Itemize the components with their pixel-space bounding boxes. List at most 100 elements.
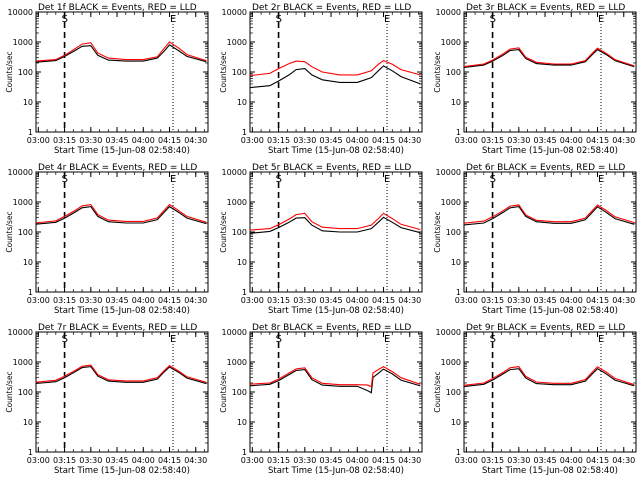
x-tick-label: 03:15 xyxy=(267,296,290,305)
y-tick-label: 10 xyxy=(237,258,247,267)
marker-label-E: E xyxy=(384,174,390,185)
y-tick-label: 10 xyxy=(451,98,461,107)
y-tick-label: 10000 xyxy=(8,168,33,177)
x-tick-label: 04:00 xyxy=(346,456,369,465)
series-lld-line xyxy=(36,203,207,224)
marker-label-E: E xyxy=(598,334,604,345)
y-tick-label: 1000 xyxy=(13,198,33,207)
y-axis-label: Counts/sec xyxy=(433,211,442,252)
y-axis-label: Counts/sec xyxy=(219,51,228,92)
x-tick-label: 03:45 xyxy=(106,296,129,305)
series-events-line xyxy=(464,48,635,69)
x-tick-label: 04:30 xyxy=(184,136,207,145)
x-tick-label: 04:00 xyxy=(560,456,583,465)
x-tick-label: 04:00 xyxy=(132,296,155,305)
chart-title: Det 2r BLACK = Events, RED = LLD xyxy=(252,3,411,13)
x-tick-label: 03:45 xyxy=(320,296,343,305)
x-tick-label: 04:30 xyxy=(612,136,635,145)
x-tick-label: 03:00 xyxy=(241,136,264,145)
plot-frame xyxy=(249,11,423,133)
y-tick-label: 100 xyxy=(18,228,33,237)
x-tick-label: 04:15 xyxy=(586,296,609,305)
series-lld-line xyxy=(464,204,635,224)
y-tick-label: 1000 xyxy=(13,38,33,47)
x-tick-label: 03:30 xyxy=(79,296,102,305)
series-events-line xyxy=(36,205,207,225)
plot-frame xyxy=(463,171,637,293)
marker-label-E: E xyxy=(170,174,176,185)
x-tick-label: 04:30 xyxy=(398,456,421,465)
x-tick-label: 03:15 xyxy=(267,136,290,145)
x-tick-label: 03:30 xyxy=(507,136,530,145)
chart-title: Det 3r BLACK = Events, RED = LLD xyxy=(466,3,625,13)
y-tick-label: 100 xyxy=(446,228,461,237)
x-tick-label: 03:00 xyxy=(27,296,50,305)
marker-label-E: E xyxy=(384,14,390,25)
x-tick-label: 04:00 xyxy=(346,136,369,145)
y-tick-label: 10 xyxy=(23,258,33,267)
x-tick-label: 04:30 xyxy=(184,296,207,305)
chart-title: Det 6r BLACK = Events, RED = LLD xyxy=(466,163,625,173)
y-tick-label: 100 xyxy=(446,388,461,397)
marker-label-S: S xyxy=(276,174,282,185)
x-tick-label: 04:30 xyxy=(612,296,635,305)
series-lld-line xyxy=(36,364,207,383)
y-tick-label: 1 xyxy=(456,288,461,297)
y-axis-label: Counts/sec xyxy=(433,51,442,92)
y-tick-label: 10000 xyxy=(222,168,247,177)
x-axis-label: Start Time (15-Jun-08 02:58:40) xyxy=(54,466,190,476)
marker-label-S: S xyxy=(490,174,496,185)
x-axis-label: Start Time (15-Jun-08 02:58:40) xyxy=(268,306,404,316)
y-tick-label: 1 xyxy=(242,448,247,457)
x-tick-label: 04:00 xyxy=(346,296,369,305)
x-tick-label: 03:45 xyxy=(106,456,129,465)
y-tick-label: 1 xyxy=(28,448,33,457)
y-tick-label: 10 xyxy=(23,418,33,427)
x-tick-label: 04:15 xyxy=(586,136,609,145)
marker-label-S: S xyxy=(490,14,496,25)
y-tick-label: 10 xyxy=(451,258,461,267)
x-tick-label: 03:15 xyxy=(481,136,504,145)
series-events-line xyxy=(250,65,421,89)
x-tick-label: 03:45 xyxy=(534,456,557,465)
marker-label-E: E xyxy=(170,14,176,25)
x-tick-label: 03:15 xyxy=(267,456,290,465)
y-axis-label: Counts/sec xyxy=(433,371,442,412)
marker-label-S: S xyxy=(490,334,496,345)
x-axis-label: Start Time (15-Jun-08 02:58:40) xyxy=(54,146,190,156)
x-tick-label: 03:30 xyxy=(293,136,316,145)
x-tick-label: 03:00 xyxy=(27,456,50,465)
y-axis-label: Counts/sec xyxy=(219,371,228,412)
x-tick-label: 04:15 xyxy=(372,456,395,465)
marker-label-E: E xyxy=(384,334,390,345)
y-tick-label: 10 xyxy=(237,98,247,107)
x-tick-label: 04:15 xyxy=(372,136,395,145)
plot-frame xyxy=(35,171,209,293)
y-tick-label: 100 xyxy=(232,388,247,397)
y-tick-label: 1000 xyxy=(441,38,461,47)
y-tick-label: 1000 xyxy=(227,38,247,47)
chart-title: Det 8r BLACK = Events, RED = LLD xyxy=(252,323,411,333)
y-tick-label: 1000 xyxy=(13,358,33,367)
plot-frame xyxy=(463,11,637,133)
x-tick-label: 04:00 xyxy=(132,136,155,145)
y-tick-label: 1 xyxy=(242,288,247,297)
x-tick-label: 03:45 xyxy=(106,136,129,145)
y-tick-label: 10000 xyxy=(8,328,33,337)
x-tick-label: 03:15 xyxy=(53,456,76,465)
y-tick-label: 1 xyxy=(28,128,33,137)
series-lld-line xyxy=(250,212,421,231)
x-tick-label: 03:30 xyxy=(79,456,102,465)
chart-title: Det 7r BLACK = Events, RED = LLD xyxy=(38,323,197,333)
x-tick-label: 03:30 xyxy=(507,456,530,465)
chart-panel-2: Det 2r BLACK = Events, RED = LLD 1 10 100 10… xyxy=(219,3,423,156)
x-tick-label: 04:30 xyxy=(184,456,207,465)
y-tick-label: 1000 xyxy=(441,358,461,367)
x-tick-label: 04:15 xyxy=(158,456,181,465)
series-events-line xyxy=(36,44,207,63)
x-tick-label: 04:15 xyxy=(158,296,181,305)
series-lld-line xyxy=(36,41,207,62)
x-tick-label: 03:30 xyxy=(507,296,530,305)
y-tick-label: 100 xyxy=(446,68,461,77)
